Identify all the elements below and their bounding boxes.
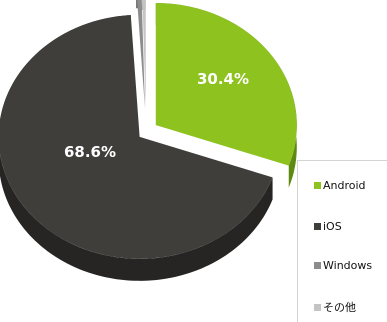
legend-item-android: Android (314, 179, 366, 192)
data-label-android: 30.4% (197, 70, 249, 88)
pie-slices (0, 0, 297, 259)
legend-label-android: Android (323, 179, 366, 192)
pie-slice-ios (0, 15, 273, 259)
pie-data-labels: 30.4% 68.6% (64, 70, 249, 161)
pie-slice-android (155, 3, 297, 166)
legend-swatch-android (314, 182, 321, 189)
pie-slice-windows (137, 0, 145, 109)
legend: Android iOS Windows その他 (297, 160, 387, 322)
legend-swatch-windows (314, 262, 321, 269)
data-label-ios: 68.6% (64, 143, 116, 161)
legend-item-windows: Windows (314, 259, 372, 272)
legend-swatch-other (314, 303, 321, 311)
legend-label-ios: iOS (323, 220, 342, 233)
legend-swatch-ios (314, 223, 321, 230)
legend-label-other: その他 (323, 301, 356, 314)
legend-label-windows: Windows (323, 259, 373, 272)
legend-item-other: その他 (314, 299, 356, 315)
legend-item-ios: iOS (314, 220, 342, 233)
pie-slice-other (142, 0, 146, 111)
